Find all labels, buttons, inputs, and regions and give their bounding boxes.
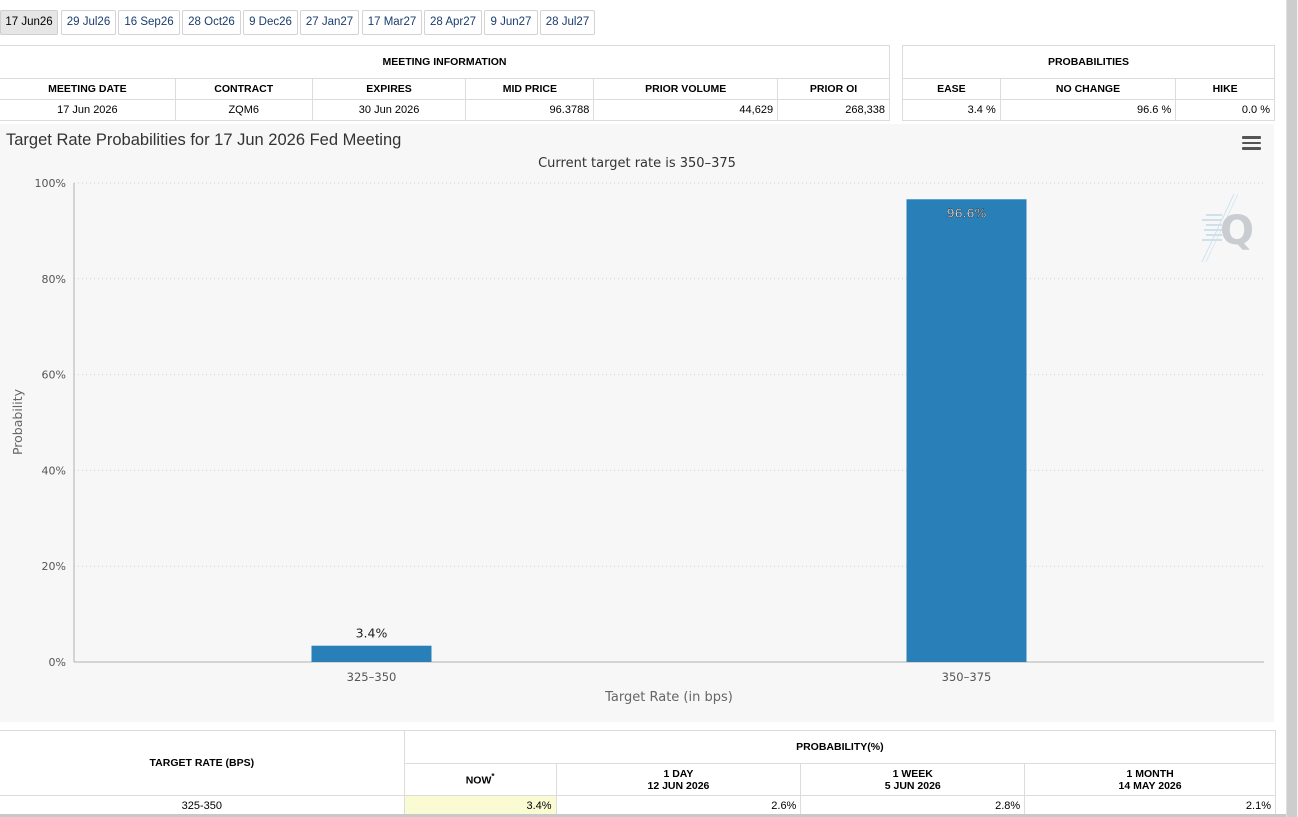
- mid-price-value: 96.3788: [465, 99, 595, 121]
- col-hike: HIKE: [1175, 78, 1275, 100]
- tab-16-sep26[interactable]: 16 Sep26: [118, 10, 180, 35]
- chart-svg: Q 0% 20% 40% 60% 80% 100% 325–350 3.4% 350–375 96…: [10, 177, 1264, 705]
- x-tick-label: 325–350: [347, 670, 397, 684]
- bar-350–375[interactable]: [906, 199, 1027, 662]
- chart-subtitle: Current target rate is 350–375: [538, 156, 736, 171]
- hike-value: 0.0 %: [1175, 99, 1275, 121]
- tab-9-dec26[interactable]: 9 Dec26: [243, 10, 298, 35]
- y-tick-label: 80%: [42, 273, 66, 286]
- tab-17-jun26[interactable]: 17 Jun26: [0, 10, 58, 35]
- chart-title: Target Rate Probabilities for 17 Jun 202…: [6, 131, 402, 149]
- chart-container: Target Rate Probabilities for 17 Jun 202…: [0, 124, 1274, 722]
- q-logo-icon: Q: [1201, 193, 1254, 263]
- col-mid-price: MID PRICE: [465, 78, 595, 100]
- ease-value: 3.4 %: [902, 99, 1001, 121]
- y-tick-label: 100%: [35, 177, 66, 190]
- col-expires: EXPIRES: [311, 78, 467, 100]
- y-axis-label: Probability: [10, 388, 25, 455]
- tab-28-oct26[interactable]: 28 Oct26: [182, 10, 241, 35]
- prior-oi-value: 268,338: [777, 99, 890, 121]
- y-tick-label: 0%: [49, 656, 66, 669]
- now-header: NOW*: [403, 763, 557, 796]
- meeting-date-value: 17 Jun 2026: [0, 99, 176, 121]
- col-ease: EASE: [902, 78, 1001, 100]
- chart-menu-icon[interactable]: [1242, 136, 1261, 152]
- col-prior-volume: PRIOR VOLUME: [593, 78, 779, 100]
- y-tick-label: 60%: [42, 369, 66, 382]
- col-contract: CONTRACT: [174, 78, 313, 100]
- probability-header: PROBABILITY(%): [403, 730, 1277, 764]
- bottom-divider: [0, 814, 1286, 817]
- col-no-change: NO CHANGE: [999, 78, 1177, 100]
- now-footnote-mark: *: [491, 772, 495, 782]
- meeting-info-title: MEETING INFORMATION: [0, 45, 890, 79]
- meeting-info-table: MEETING INFORMATION MEETING DATE CONTRAC…: [0, 45, 890, 121]
- expires-value: 30 Jun 2026: [311, 99, 467, 121]
- probability-history-table: TARGET RATE (BPS) PROBABILITY(%) NOW* 1 …: [0, 730, 1277, 817]
- probabilities-title: PROBABILITIES: [902, 45, 1275, 79]
- col-prior-oi: PRIOR OI: [777, 78, 890, 100]
- scrollbar-thumb[interactable]: [1287, 0, 1297, 817]
- prior-volume-value: 44,629: [593, 99, 779, 121]
- data-label: 3.4%: [356, 626, 388, 641]
- y-tick-label: 20%: [42, 560, 66, 573]
- x-axis-label: Target Rate (in bps): [604, 690, 733, 705]
- bar-325–350[interactable]: [311, 645, 432, 662]
- probabilities-table: PROBABILITIES EASE NO CHANGE HIKE 3.4 % …: [902, 45, 1275, 121]
- col-meeting-date: MEETING DATE: [0, 78, 176, 100]
- data-label: 96.6%: [947, 205, 987, 220]
- target-rate-header: TARGET RATE (BPS): [0, 730, 405, 796]
- one-week-header: 1 WEEK 5 JUN 2026: [800, 763, 1026, 796]
- tab-17-mar27[interactable]: 17 Mar27: [362, 10, 422, 35]
- tab-27-jan27[interactable]: 27 Jan27: [300, 10, 359, 35]
- tab-9-jun27[interactable]: 9 Jun27: [484, 10, 538, 35]
- tab-29-jul26[interactable]: 29 Jul26: [61, 10, 116, 35]
- svg-text:Q: Q: [1220, 208, 1254, 254]
- x-tick-label: 350–375: [942, 670, 992, 684]
- y-tick-label: 40%: [42, 464, 66, 477]
- one-month-header: 1 MONTH 14 MAY 2026: [1024, 763, 1276, 796]
- tab-28-apr27[interactable]: 28 Apr27: [424, 10, 482, 35]
- contract-value: ZQM6: [174, 99, 313, 121]
- one-day-header: 1 DAY 12 JUN 2026: [555, 763, 802, 796]
- no-change-value: 96.6 %: [999, 99, 1177, 121]
- tab-28-jul27[interactable]: 28 Jul27: [540, 10, 595, 35]
